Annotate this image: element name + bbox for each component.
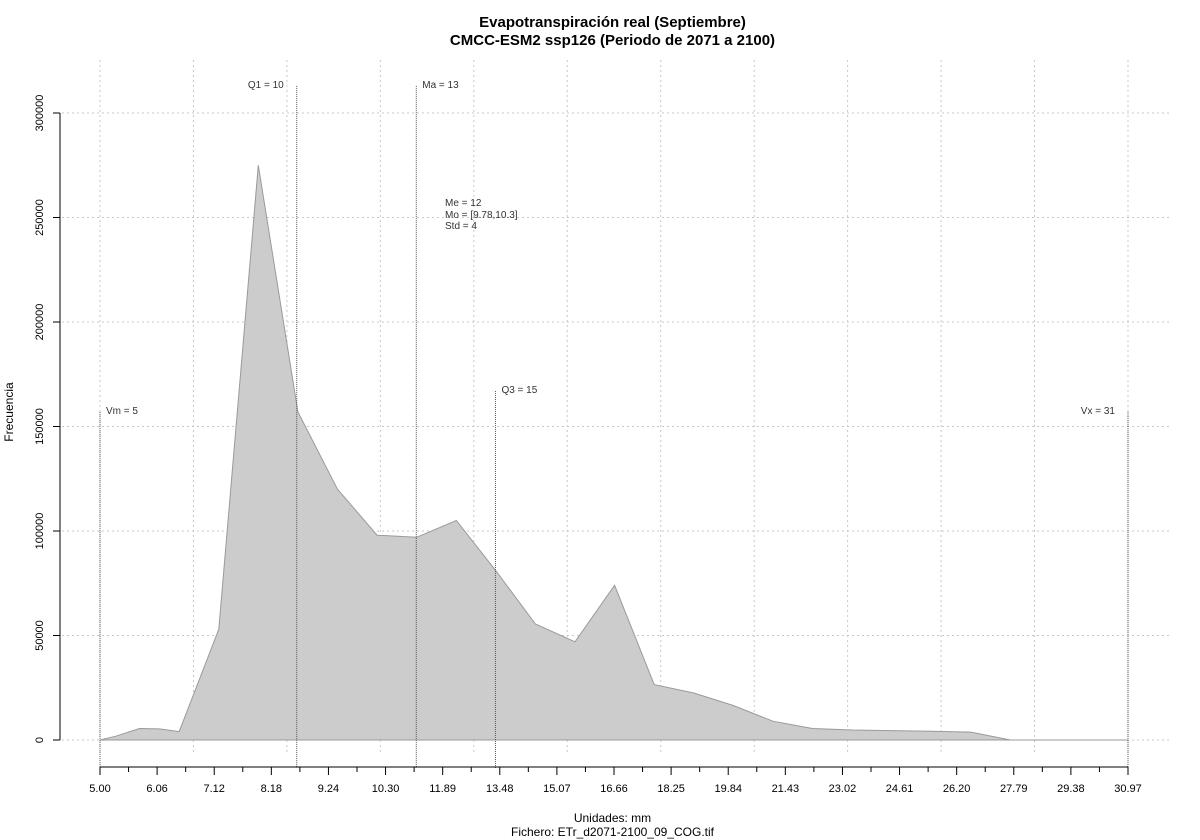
y-tick-label: 150000 [34, 408, 46, 445]
marker-label: Vx = 31 [1081, 406, 1116, 417]
x-axis: 5.00 6.06 7.12 8.18 9.24 10.30 11.89 13.48 15.07… [89, 766, 1142, 795]
x-tick-label: 8.18 [261, 783, 282, 795]
x-tick-label: 26.20 [943, 783, 971, 795]
y-tick-label: 0 [34, 737, 46, 743]
x-tick-label: 10.30 [372, 783, 400, 795]
stat-markers: Vm = 5 Q1 = 10 Ma = 13 Q3 = 15 Vx = 31 [99, 80, 1129, 768]
marker-label: Q3 = 15 [501, 385, 537, 396]
x-tick-label: 6.06 [146, 783, 167, 795]
stat-std: Std = 4 [445, 221, 477, 232]
chart-title: Evapotranspiración real (Septiembre) [479, 14, 746, 31]
y-tick-label: 50000 [34, 620, 46, 651]
x-tick-label: 19.84 [714, 783, 742, 795]
x-tick-label: 11.89 [429, 783, 456, 795]
y-axis: 0 50000 100000 150000 200000 250000 300000 [34, 95, 61, 743]
stat-median: Me = 12 [445, 198, 482, 209]
x-tick-label: 16.66 [600, 783, 628, 795]
marker-label: Vm = 5 [106, 406, 138, 417]
grid-lines [62, 60, 1170, 752]
chart-subtitle: CMCC-ESM2 ssp126 (Periodo de 2071 a 2100… [449, 32, 776, 49]
x-tick-label: 15.07 [543, 783, 571, 795]
stat-mode: Mo = [9.78,10.3] [445, 210, 518, 221]
x-tick-label: 29.38 [1057, 783, 1085, 795]
frequency-area [99, 165, 1128, 741]
x-tick-label: 30.97 [1114, 783, 1142, 795]
x-tick-label: 7.12 [204, 783, 225, 795]
marker-label: Q1 = 10 [248, 80, 284, 91]
x-tick-label: 13.48 [486, 783, 514, 795]
x-tick-label: 5.00 [89, 783, 110, 795]
x-tick-label: 18.25 [657, 783, 685, 795]
x-tick-label: 21.43 [772, 783, 800, 795]
y-tick-label: 100000 [34, 513, 46, 550]
x-tick-label: 24.61 [886, 783, 914, 795]
x-axis-label: Unidades: mm [573, 811, 652, 825]
x-tick-label: 23.02 [829, 783, 857, 795]
y-axis-label: Frecuencia [2, 382, 16, 442]
y-tick-label: 250000 [34, 199, 46, 236]
x-tick-label: 9.24 [318, 783, 339, 795]
file-label: Fichero: ETr_d2071-2100_09_COG.tif [511, 825, 714, 839]
y-tick-label: 200000 [34, 304, 46, 341]
x-tick-label: 27.79 [1000, 783, 1028, 795]
marker-label: Ma = 13 [422, 80, 459, 91]
y-tick-label: 300000 [34, 95, 46, 132]
